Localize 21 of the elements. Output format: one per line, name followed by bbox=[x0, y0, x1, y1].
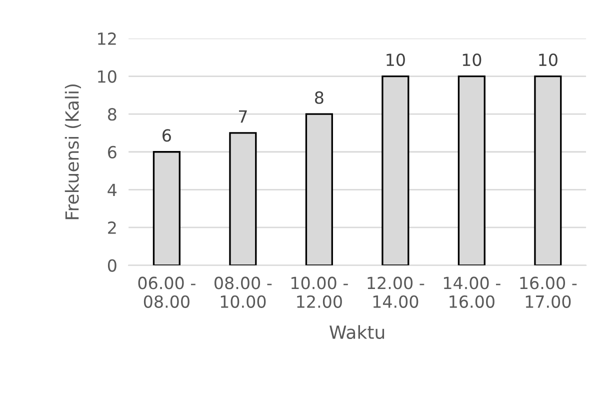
data-label: 8 bbox=[315, 91, 324, 104]
x-axis-title: Waktu bbox=[330, 325, 384, 340]
x-tick-label: 12.00 - 14.00 bbox=[368, 276, 424, 308]
x-tick-label: 16.00 - 17.00 bbox=[520, 276, 577, 308]
y-tick-label: 0 bbox=[108, 259, 116, 272]
y-tick-label: 12 bbox=[98, 32, 116, 45]
y-tick-label: 6 bbox=[108, 146, 116, 158]
data-label: 10 bbox=[539, 53, 558, 66]
x-tick-label: 06.00 - 08.00 bbox=[138, 276, 196, 308]
data-label: 10 bbox=[462, 53, 482, 66]
y-tick-label: 10 bbox=[98, 70, 116, 83]
data-label: 10 bbox=[386, 53, 405, 66]
data-label: 6 bbox=[162, 129, 171, 142]
y-tick-label: 2 bbox=[108, 221, 116, 234]
y-axis-title: Frekuensi (Kali) bbox=[64, 84, 81, 220]
y-tick-label: 8 bbox=[108, 108, 116, 121]
x-tick-label: 14.00 - 16.00 bbox=[444, 276, 500, 308]
data-label: 7 bbox=[239, 110, 247, 123]
y-tick-label: 4 bbox=[108, 184, 117, 196]
x-tick-label: 08.00 - 10.00 bbox=[214, 276, 272, 308]
x-tick-label: 10.00 - 12.00 bbox=[292, 276, 348, 308]
